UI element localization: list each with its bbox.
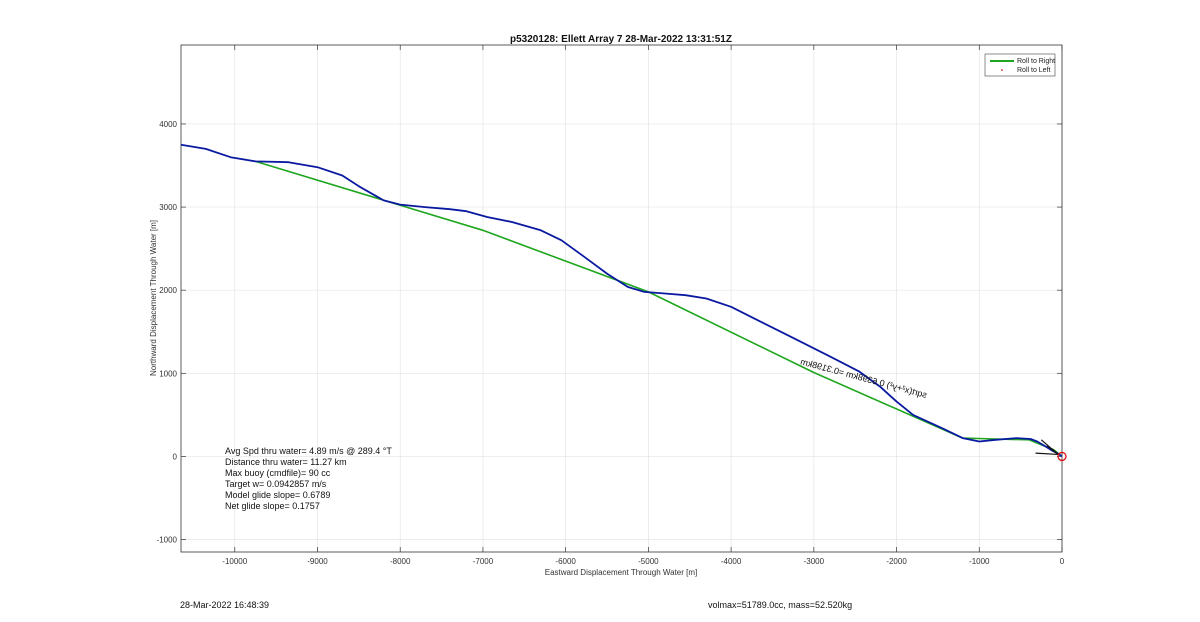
- x-tick-label: -4000: [721, 557, 742, 566]
- x-tick-label: -10000: [222, 557, 247, 566]
- stats-line: Net glide slope= 0.1757: [225, 501, 320, 511]
- legend-label-roll-left: Roll to Left: [1017, 67, 1051, 74]
- y-tick-label: 0: [173, 452, 178, 461]
- x-tick-label: -5000: [638, 557, 659, 566]
- stats-line: Distance thru water= 11.27 km: [225, 457, 347, 467]
- stats-line: Max buoy (cmdfile)= 90 cc: [225, 468, 331, 478]
- origin-marker: [1057, 451, 1067, 462]
- x-tick-label: -6000: [555, 557, 576, 566]
- x-tick-label: -2000: [886, 557, 907, 566]
- y-tick-label: 3000: [159, 203, 177, 212]
- footer-summary: volmax=51789.0cc, mass=52.520kg: [708, 600, 853, 610]
- track-line: [180, 143, 1063, 458]
- x-axis-label: Eastward Displacement Through Water [m]: [545, 568, 698, 577]
- y-tick-label: -1000: [157, 536, 178, 545]
- y-tick-label: 4000: [159, 120, 177, 129]
- plot-frame: [180, 44, 1063, 553]
- stats-block: Avg Spd thru water= 4.89 m/s @ 289.4 °TD…: [225, 446, 392, 511]
- chart-title: p5320128: Ellett Array 7 28-Mar-2022 13:…: [510, 34, 732, 45]
- stats-line: Target w= 0.0942857 m/s: [225, 479, 327, 489]
- legend-label-roll-right: Roll to Right: [1017, 58, 1055, 65]
- footer-timestamp: 28-Mar-2022 16:48:39: [180, 600, 270, 610]
- x-tick-label: -7000: [473, 557, 494, 566]
- vector-arrow: [1051, 448, 1059, 455]
- range-annotation: sqrt(x²+y²) 0.6398km =0.3198km: [799, 356, 928, 399]
- stats-line: Avg Spd thru water= 4.89 m/s @ 289.4 °T: [225, 446, 392, 456]
- legend-swatch-roll-left: [1001, 69, 1003, 71]
- x-tick-label: 0: [1060, 557, 1065, 566]
- legend: Roll to Right Roll to Left: [984, 53, 1056, 77]
- ticks: -10000 -9000 -8000 -7000 -6000 -5000 -4000 -300…: [157, 45, 1065, 566]
- x-tick-label: -8000: [390, 557, 411, 566]
- vector-arrow: [1035, 452, 1059, 456]
- series: [180, 143, 1067, 462]
- y-axis-label: Northward Displacement Through Water [m]: [149, 220, 158, 376]
- x-tick-label: -3000: [804, 557, 825, 566]
- stats-line: Model glide slope= 0.6789: [225, 490, 330, 500]
- y-tick-label: 1000: [159, 369, 177, 378]
- x-tick-label: -1000: [969, 557, 990, 566]
- roll-to-right-line: [255, 160, 1063, 458]
- x-tick-label: -9000: [307, 557, 328, 566]
- y-tick-label: 2000: [159, 286, 177, 295]
